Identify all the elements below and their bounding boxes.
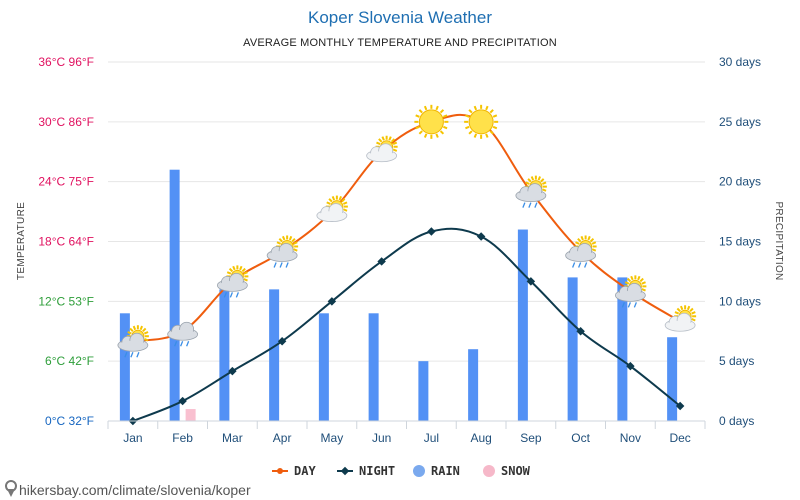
day-temperature-line [132, 113, 681, 343]
precipitation-bars [119, 169, 678, 421]
cloud-sun-rain-icon [266, 235, 299, 268]
rain-bar [169, 169, 180, 421]
night-point [675, 401, 685, 411]
cloud-sun-icon [366, 135, 398, 163]
left-tick-label: 24°C 75°F [38, 175, 94, 189]
rain-bar [468, 349, 479, 421]
rain-bar [567, 277, 578, 421]
legend: DAY NIGHT RAIN SNOW [272, 464, 531, 478]
night-point [377, 257, 386, 266]
cloud-sun-rain-icon [614, 275, 647, 308]
night-point [277, 336, 287, 346]
cloud-sun-rain-icon [117, 325, 149, 358]
rain-bar [368, 313, 379, 421]
svg-text:SNOW: SNOW [501, 464, 531, 478]
night-point [427, 227, 436, 236]
x-tick-label: Jan [123, 431, 142, 445]
cloud-sun-rain-icon [565, 235, 597, 268]
right-axis-title: PRECIPITATION [773, 201, 784, 280]
night-point [626, 361, 635, 371]
x-tick-label: Dec [669, 431, 690, 445]
right-tick-label: 25 days [719, 115, 761, 129]
night-point [178, 396, 187, 406]
right-tick-label: 0 days [719, 414, 754, 428]
x-tick-label: Sep [520, 431, 542, 445]
svg-text:NIGHT: NIGHT [359, 464, 395, 478]
rain-bar [119, 313, 130, 421]
source-link[interactable]: hikersbay.com/climate/slovenia/koper [5, 480, 251, 498]
snow-bar [185, 409, 196, 421]
x-tick-label: Nov [620, 431, 641, 445]
night-point [576, 327, 585, 336]
cloud-sun-rain-icon [515, 175, 547, 208]
right-tick-label: 20 days [719, 175, 761, 189]
x-tick-label: Jun [372, 431, 391, 445]
x-tick-label: Feb [172, 431, 193, 445]
pin-icon [5, 480, 17, 497]
left-tick-label: 18°C 64°F [38, 235, 94, 249]
night-point [228, 366, 237, 376]
sun-icon [414, 104, 449, 139]
right-axis-ticks: 0 days 5 days 10 days 15 days 20 days 25 days… [719, 55, 761, 428]
rain-bar [667, 337, 678, 421]
legend-item-day[interactable]: DAY [272, 464, 316, 478]
svg-text:DAY: DAY [294, 464, 316, 478]
sun-icon [464, 104, 499, 139]
right-tick-label: 5 days [719, 354, 754, 368]
left-tick-label: 12°C 53°F [38, 294, 94, 308]
grid-lines [108, 61, 705, 362]
cloud-sun-icon [316, 195, 348, 222]
chart-subtitle: AVERAGE MONTHLY TEMPERATURE AND PRECIPIT… [243, 37, 557, 49]
weather-icons [117, 104, 697, 358]
cloud-sun-rain-icon [216, 265, 249, 298]
rain-bar [418, 361, 429, 421]
cloud-rain-icon [167, 321, 199, 347]
rain-bar [617, 277, 628, 421]
left-axis-ticks: 0°C 32°F 6°C 42°F 12°C 53°F 18°C 64°F 24°C 7… [38, 55, 94, 428]
rain-bar [219, 289, 230, 421]
left-axis-title: TEMPERATURE [16, 202, 27, 280]
chart-title: Koper Slovenia Weather [308, 8, 492, 27]
left-tick-label: 6°C 42°F [45, 354, 94, 368]
source-url: hikersbay.com/climate/slovenia/koper [19, 482, 251, 498]
x-tick-label: Mar [222, 431, 243, 445]
svg-text:RAIN: RAIN [431, 464, 460, 478]
right-tick-label: 30 days [719, 55, 761, 69]
night-point [476, 232, 486, 241]
night-temperature-line [132, 227, 681, 422]
legend-item-night[interactable]: NIGHT [337, 464, 395, 478]
right-tick-label: 15 days [719, 235, 761, 249]
cloud-sun-icon [664, 305, 697, 332]
x-axis: Jan Feb Mar Apr May Jun Jul Aug Sep Oct Nov Dec [107, 420, 706, 445]
night-point [526, 277, 536, 286]
rain-bar [517, 229, 528, 421]
x-tick-label: May [321, 431, 344, 445]
left-tick-label: 30°C 86°F [38, 115, 94, 129]
x-tick-label: Apr [273, 431, 292, 445]
rain-bar [269, 289, 280, 421]
left-tick-label: 36°C 96°F [38, 55, 94, 69]
x-tick-label: Oct [571, 431, 590, 445]
right-tick-label: 10 days [719, 294, 761, 308]
x-tick-label: Aug [470, 431, 491, 445]
x-tick-label: Jul [424, 431, 439, 445]
legend-item-snow[interactable]: SNOW [483, 464, 531, 478]
rain-bar [318, 313, 329, 421]
legend-item-rain[interactable]: RAIN [413, 464, 460, 478]
night-point [327, 297, 337, 306]
temperature-lines [128, 113, 685, 426]
left-tick-label: 0°C 32°F [45, 414, 94, 428]
